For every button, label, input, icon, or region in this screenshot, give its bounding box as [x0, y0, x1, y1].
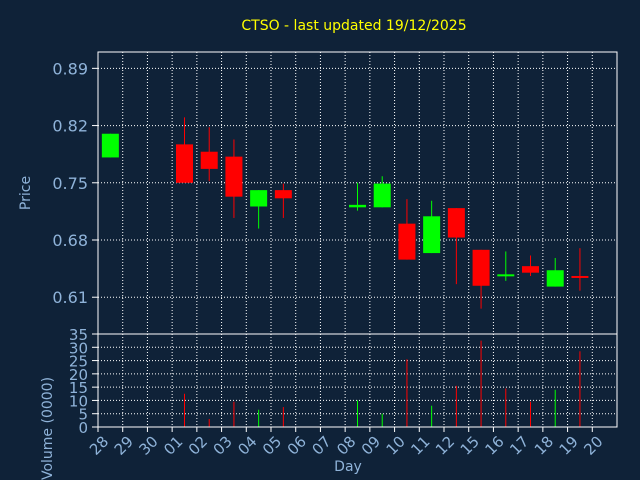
x-tick-label: 01 [160, 433, 186, 459]
volume-tick-label: 20 [69, 366, 88, 384]
x-tick-label: 07 [308, 433, 334, 459]
x-tick-label: 29 [111, 433, 137, 459]
x-tick-label: 17 [506, 433, 532, 459]
price-y-label: Price [18, 176, 34, 210]
x-axis-ticks: 2829300102030405060708091011121516171819… [86, 427, 607, 459]
x-tick-label: 28 [86, 433, 112, 459]
x-tick-label: 04 [234, 433, 260, 459]
candle-body [447, 208, 465, 238]
x-axis-label: Day [334, 459, 362, 475]
x-tick-label: 09 [358, 433, 384, 459]
candle-body [101, 133, 119, 158]
price-tick-label: 0.89 [52, 59, 88, 78]
x-tick-label: 11 [407, 433, 433, 459]
x-tick-label: 02 [185, 433, 211, 459]
candle-body [398, 223, 416, 260]
candle-body [349, 204, 366, 208]
volume-tick-label: 0 [78, 419, 88, 437]
x-tick-label: 19 [556, 433, 582, 459]
x-tick-label: 05 [259, 433, 285, 459]
x-tick-label: 08 [333, 433, 359, 459]
price-gridlines [98, 52, 617, 334]
candle-body [200, 151, 218, 169]
x-tick-label: 10 [383, 433, 409, 459]
price-tick-label: 0.68 [52, 231, 88, 250]
volume-y-label: Volume (0000) [40, 377, 56, 480]
candle-body [176, 144, 193, 183]
price-tick-label: 0.75 [52, 174, 88, 193]
candle-body [274, 190, 292, 199]
candle-body [225, 156, 243, 197]
volume-tick-label: 15 [69, 379, 88, 397]
candle-body [571, 275, 589, 278]
candle-body [522, 266, 539, 273]
x-tick-label: 03 [210, 433, 236, 459]
price-tick-label: 0.61 [52, 288, 88, 307]
volume-tick-label: 5 [78, 406, 88, 424]
candle-body [497, 274, 515, 277]
price-candles [101, 117, 589, 309]
x-tick-label: 18 [531, 433, 557, 459]
x-tick-label: 06 [284, 433, 310, 459]
x-tick-label: 20 [580, 433, 606, 459]
volume-tick-label: 25 [69, 353, 88, 371]
x-tick-label: 30 [135, 433, 161, 459]
candle-body [472, 249, 490, 286]
x-tick-label: 15 [457, 433, 483, 459]
volume-tick-label: 30 [69, 339, 88, 357]
candle-body [546, 270, 564, 287]
volume-plot-frame [97, 333, 618, 428]
candle-body [423, 216, 441, 254]
price-tick-label: 0.82 [52, 117, 88, 136]
price-y-ticks: 0.89 0.82 0.75 0.68 0.61 [52, 59, 98, 307]
volume-tick-label: 35 [69, 326, 88, 344]
volume-tick-label: 10 [69, 392, 88, 410]
x-tick-label: 12 [432, 433, 458, 459]
chart-title: CTSO - last updated 19/12/2025 [241, 18, 466, 34]
volume-bars [184, 340, 581, 427]
candle-body [373, 183, 391, 208]
candle-body [250, 190, 268, 207]
x-tick-label: 16 [481, 433, 507, 459]
